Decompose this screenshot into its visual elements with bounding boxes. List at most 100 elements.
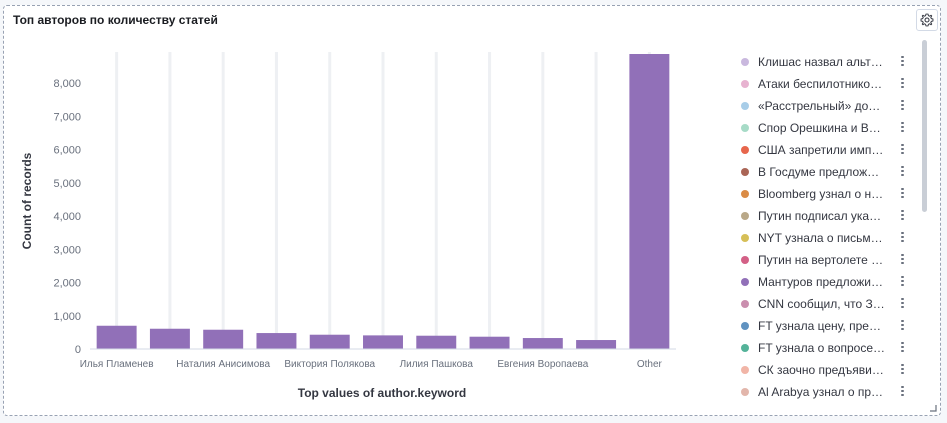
vertical-dots-icon[interactable]: [901, 386, 904, 398]
vertical-dots-icon[interactable]: [901, 298, 904, 310]
legend-item[interactable]: Bloomberg узнал о н…: [736, 183, 908, 205]
bar[interactable]: [309, 334, 350, 349]
x-tick-label: Виктория Полякова: [284, 359, 375, 370]
legend-color-dot: [741, 388, 749, 396]
vertical-dots-icon[interactable]: [901, 232, 904, 244]
legend-color-dot: [741, 58, 749, 66]
legend-scrollbar[interactable]: [922, 40, 927, 212]
legend-item[interactable]: США запретили имп…: [736, 139, 908, 161]
vertical-dots-icon[interactable]: [901, 56, 904, 68]
y-tick-label: 4,000: [53, 211, 81, 223]
legend-label: Спор Орешкина и Во…: [758, 121, 886, 135]
vertical-dots-icon[interactable]: [901, 188, 904, 200]
panel-title: Топ авторов по количеству статей: [13, 13, 218, 27]
vertical-dots-icon[interactable]: [901, 210, 904, 222]
legend-label: «Расстрельный» до…: [758, 99, 881, 113]
legend-color-dot: [741, 190, 749, 198]
vertical-dots-icon[interactable]: [901, 122, 904, 134]
y-tick-label: 2,000: [53, 278, 81, 290]
legend-label: Путин подписал ука…: [758, 209, 882, 223]
x-tick-label: Илья Пламенев: [80, 359, 154, 370]
vertical-dots-icon[interactable]: [901, 276, 904, 288]
bar[interactable]: [256, 333, 297, 349]
legend-item[interactable]: NYT узнала о письм…: [736, 227, 908, 249]
bar-chart: 0 1,000 2,000 3,000 4,000 5,000 6,000 7,000 8,00…: [20, 52, 676, 400]
legend-color-dot: [741, 300, 749, 308]
legend-item[interactable]: Атаки беспилотнико…: [736, 73, 908, 95]
legend-label: Мантуров предложи…: [758, 275, 883, 289]
legend-item[interactable]: Спор Орешкина и Во…: [736, 117, 908, 139]
bar[interactable]: [203, 329, 244, 349]
vertical-dots-icon[interactable]: [901, 166, 904, 178]
legend-item[interactable]: CNN сообщил, что З…: [736, 293, 908, 315]
legend-item[interactable]: «Расстрельный» до…: [736, 95, 908, 117]
vertical-dots-icon[interactable]: [901, 100, 904, 112]
chart-bars: [96, 54, 670, 349]
x-tick-label: Other: [637, 359, 663, 370]
legend-label: Al Arabya узнал о пр…: [758, 385, 884, 399]
legend-item[interactable]: Al Arabya узнал о пр…: [736, 381, 908, 403]
vertical-dots-icon[interactable]: [901, 364, 904, 376]
legend-color-dot: [741, 366, 749, 374]
legend-color-dot: [741, 234, 749, 242]
bar[interactable]: [469, 336, 510, 349]
gear-icon[interactable]: [916, 9, 938, 31]
legend-color-dot: [741, 212, 749, 220]
legend-item[interactable]: FT узнала о вопросе…: [736, 337, 908, 359]
legend-color-dot: [741, 278, 749, 286]
vertical-dots-icon[interactable]: [901, 320, 904, 332]
vertical-dots-icon[interactable]: [901, 342, 904, 354]
y-tick-label: 5,000: [53, 178, 81, 190]
legend-label: CNN сообщил, что З…: [758, 297, 885, 311]
legend-color-dot: [741, 102, 749, 110]
legend-item[interactable]: Путин подписал ука…: [736, 205, 908, 227]
legend-item[interactable]: Путин на вертолете …: [736, 249, 908, 271]
x-axis-ticks: Илья Пламенев Наталия Анисимова Виктория П…: [80, 359, 663, 370]
bar[interactable]: [363, 335, 403, 349]
legend-label: СК заочно предъяви…: [758, 363, 884, 377]
legend-color-dot: [741, 124, 749, 132]
legend-item[interactable]: Клишас назвал альт…: [736, 51, 908, 73]
legend-color-dot: [741, 344, 749, 352]
legend-item[interactable]: В Госдуме предлож…: [736, 161, 908, 183]
chart-grid: [115, 52, 651, 349]
x-tick-label: Наталия Анисимова: [176, 359, 270, 370]
legend-color-dot: [741, 322, 749, 330]
y-axis-ticks: 0 1,000 2,000 3,000 4,000 5,000 6,000 7,000 8,00…: [53, 78, 81, 356]
bar[interactable]: [96, 325, 137, 349]
legend-color-dot: [741, 80, 749, 88]
chart-legend: Клишас назвал альт… Атаки беспилотнико… «Р…: [736, 51, 916, 403]
x-tick-label: Евгения Воропаева: [497, 359, 588, 370]
legend-item[interactable]: Мантуров предложи…: [736, 271, 908, 293]
y-tick-label: 6,000: [53, 145, 81, 157]
bar[interactable]: [416, 335, 457, 349]
bar[interactable]: [629, 54, 670, 349]
x-axis-label: Top values of author.keyword: [298, 386, 466, 400]
vertical-dots-icon[interactable]: [901, 254, 904, 266]
y-tick-label: 7,000: [53, 111, 81, 123]
y-tick-label: 3,000: [53, 244, 81, 256]
legend-label: Bloomberg узнал о н…: [758, 187, 884, 201]
y-tick-label: 8,000: [53, 78, 81, 90]
legend-label: В Госдуме предлож…: [758, 165, 880, 179]
legend-color-dot: [741, 146, 749, 154]
bar[interactable]: [149, 328, 190, 349]
vertical-dots-icon[interactable]: [901, 144, 904, 156]
legend-label: FT узнала о вопросе…: [758, 341, 886, 355]
bar[interactable]: [576, 340, 617, 349]
legend-color-dot: [741, 256, 749, 264]
legend-item[interactable]: FT узнала цену, пре…: [736, 315, 908, 337]
legend-label: США запретили имп…: [758, 143, 884, 157]
y-tick-label: 1,000: [53, 311, 81, 323]
legend-label: FT узнала цену, пре…: [758, 319, 881, 333]
y-axis-label: Count of records: [20, 152, 34, 249]
legend-item[interactable]: СК заочно предъяви…: [736, 359, 908, 381]
vertical-dots-icon[interactable]: [901, 78, 904, 90]
legend-color-dot: [741, 168, 749, 176]
bar[interactable]: [522, 338, 563, 349]
legend-label: Атаки беспилотнико…: [758, 77, 883, 91]
resize-handle-icon[interactable]: [930, 405, 937, 412]
legend-label: NYT узнала о письм…: [758, 231, 883, 245]
legend-label: Путин на вертолете …: [758, 253, 884, 267]
legend-label: Клишас назвал альт…: [758, 55, 883, 69]
